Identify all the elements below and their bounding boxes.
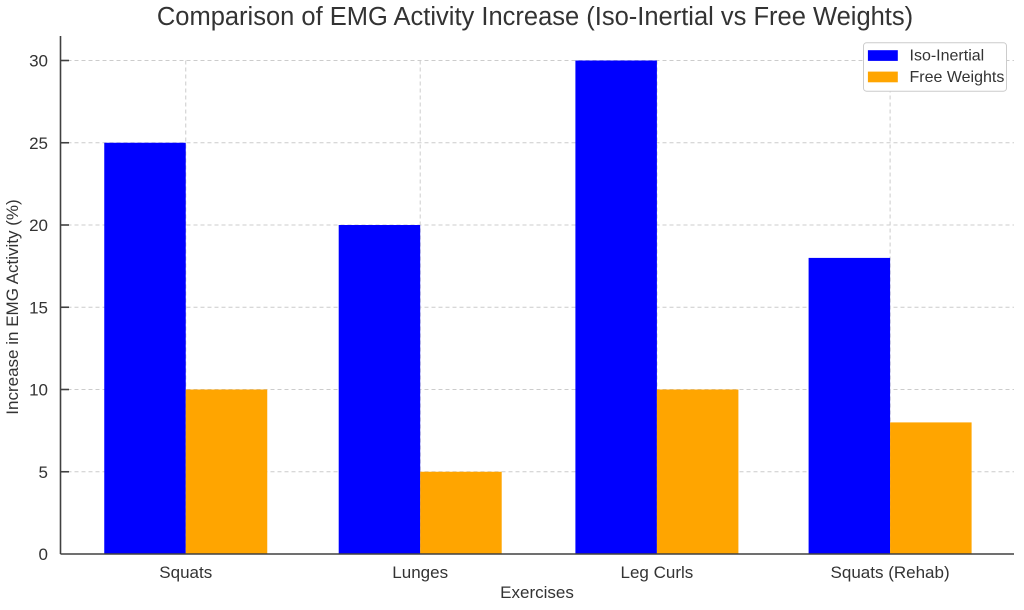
svg-text:Squats (Rehab): Squats (Rehab) [831,563,950,582]
svg-text:Free Weights: Free Weights [910,69,1005,86]
svg-text:Lunges: Lunges [392,563,448,582]
svg-text:Comparison of EMG Activity Inc: Comparison of EMG Activity Increase (Iso… [157,3,913,31]
svg-text:Exercises: Exercises [500,583,574,602]
svg-text:30: 30 [29,52,48,71]
svg-text:Increase in EMG Activity (%): Increase in EMG Activity (%) [3,199,22,414]
svg-text:10: 10 [29,381,48,400]
svg-text:5: 5 [39,463,48,482]
svg-text:25: 25 [29,134,48,153]
svg-text:20: 20 [29,216,48,235]
svg-text:Leg Curls: Leg Curls [621,563,694,582]
svg-text:15: 15 [29,298,48,317]
svg-text:0: 0 [39,545,48,564]
svg-text:Iso-Inertial: Iso-Inertial [910,48,985,65]
svg-text:Squats: Squats [159,563,212,582]
